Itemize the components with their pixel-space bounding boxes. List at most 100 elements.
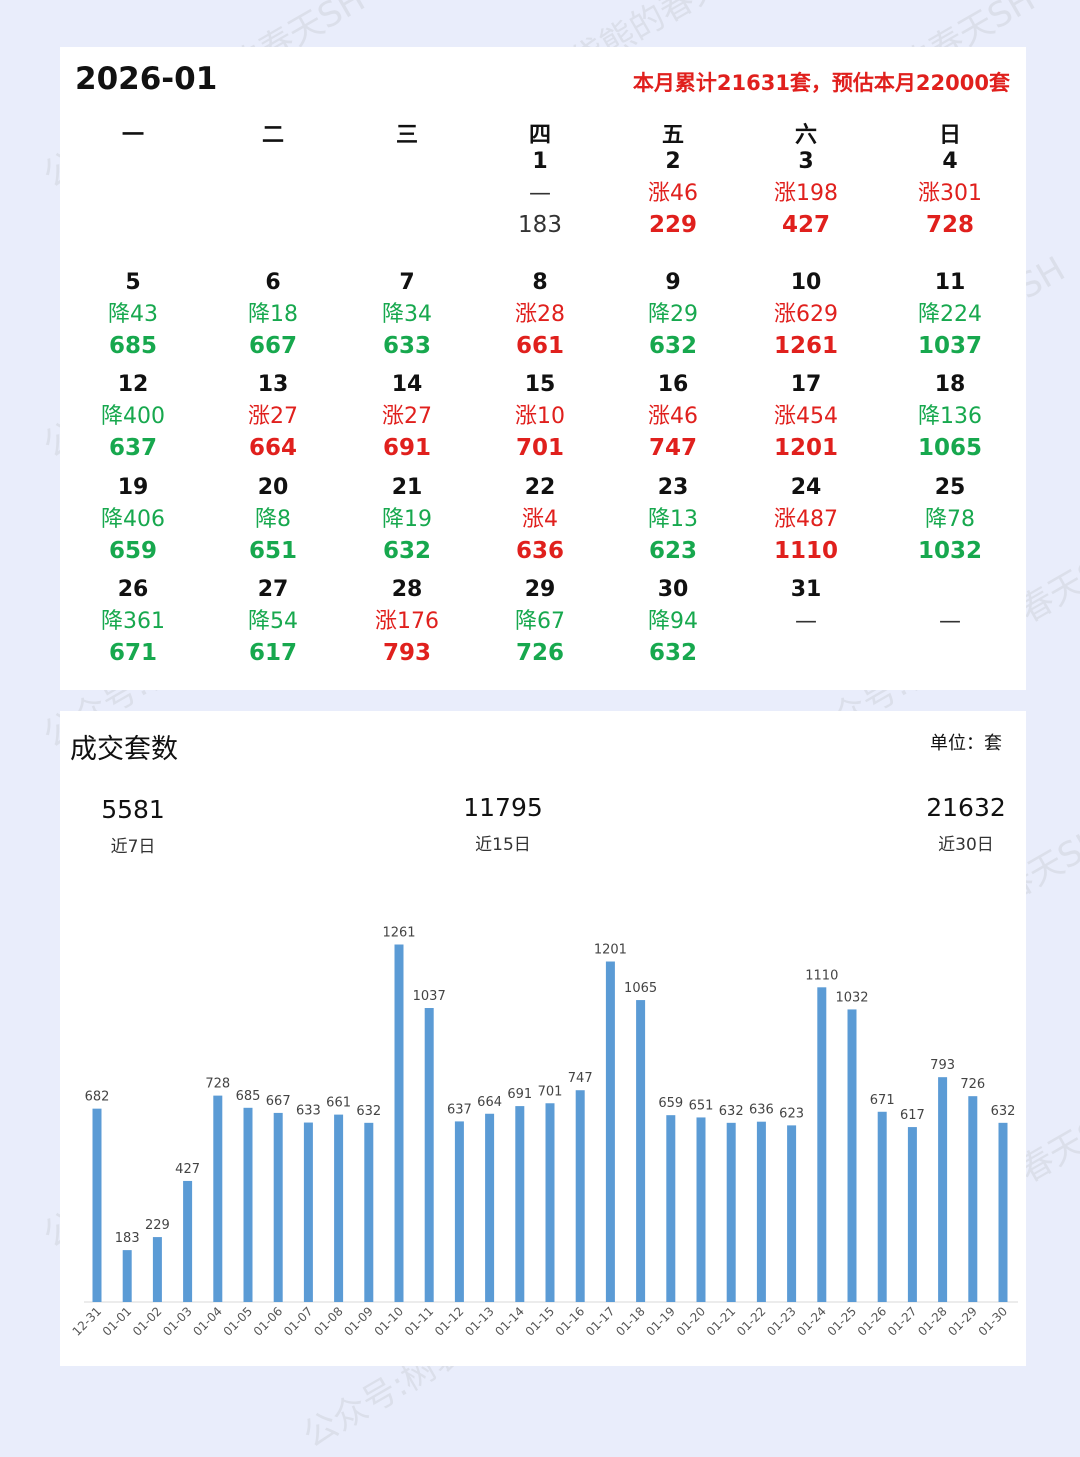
bar-value-label: 793 [930, 1058, 955, 1073]
day-volume: 183 [518, 212, 562, 238]
x-tick-label: 01-18 [613, 1304, 648, 1339]
stat-7-days-label: 近7日 [110, 837, 156, 857]
x-tick-label: 01-16 [553, 1304, 588, 1339]
bar-01-24 [817, 987, 827, 1302]
calendar-day-cell: 23 降13 623 [613, 477, 733, 564]
day-number: 13 [257, 372, 289, 397]
day-number: 21 [391, 475, 423, 500]
bar-01-13 [485, 1113, 495, 1302]
bar-value-label: 726 [960, 1077, 985, 1092]
day-change: 降67 [515, 609, 565, 634]
calendar-day-cell: 8 涨28 661 [480, 272, 600, 359]
x-tick-label: 01-13 [462, 1304, 497, 1339]
day-change: 降34 [382, 302, 432, 327]
calendar-day-cell: 2 涨46 229 [613, 151, 733, 238]
day-change: 涨301 [918, 181, 982, 206]
calendar-day-cell: 25 降78 1032 [890, 477, 1010, 564]
day-volume: 747 [648, 435, 697, 461]
calendar-day-cell: 17 涨454 1201 [746, 374, 866, 461]
day-change: 降361 [101, 609, 165, 634]
day-number: 9 [665, 270, 681, 295]
day-volume: 793 [382, 640, 431, 666]
day-change: 涨487 [774, 507, 838, 532]
day-change: — [795, 609, 817, 634]
day-change: 降136 [918, 404, 982, 429]
x-tick-label: 01-02 [130, 1304, 165, 1339]
bar-01-17 [605, 961, 615, 1302]
day-volume: 632 [382, 538, 431, 564]
day-volume: 1261 [773, 333, 838, 359]
calendar-day-cell: 30 降94 632 [613, 579, 733, 666]
bar-01-12 [454, 1121, 464, 1302]
x-tick-label: 01-08 [311, 1304, 346, 1339]
stat-30-days: 21632 近30日 [886, 793, 1046, 855]
chart-card: 成交套数 单位：套 5581 近7日 11795 近15日 21632 近30日… [60, 711, 1026, 1366]
day-change: 降13 [648, 507, 698, 532]
x-tick-label: 12-31 [70, 1304, 105, 1339]
weekday-label: 三 [395, 123, 418, 148]
day-volume: 1201 [773, 435, 838, 461]
day-number: 16 [657, 372, 689, 397]
day-volume: 1032 [917, 538, 982, 564]
day-change: 涨28 [515, 302, 565, 327]
bar-01-26 [877, 1111, 887, 1302]
bar-01-02 [152, 1237, 162, 1302]
bar-01-25 [847, 1009, 857, 1302]
x-tick-label: 01-23 [764, 1304, 799, 1339]
calendar-day-cell: 12 降400 637 [73, 374, 193, 461]
day-change: 涨4 [522, 507, 558, 532]
x-tick-label: 01-03 [160, 1304, 195, 1339]
weekday-label: 五 [661, 123, 684, 148]
calendar-month-title: 2026-01 [75, 61, 218, 97]
day-change: 涨46 [648, 404, 698, 429]
day-volume: 667 [248, 333, 297, 359]
day-volume: 664 [248, 435, 297, 461]
weekday-label: 四 [528, 123, 551, 148]
bar-01-28 [938, 1077, 948, 1302]
stat-30-days-value: 21632 [926, 793, 1006, 822]
day-number: 29 [524, 577, 556, 602]
bar-value-label: 685 [236, 1089, 261, 1104]
bar-value-label: 671 [870, 1093, 895, 1108]
day-number [890, 579, 1010, 603]
x-tick-label: 01-20 [674, 1304, 709, 1339]
bar-01-20 [696, 1117, 706, 1302]
weekday-label: 二 [261, 123, 284, 148]
bar-01-15 [545, 1103, 555, 1302]
bar-12-31 [92, 1108, 102, 1302]
day-volume: 1037 [917, 333, 982, 359]
calendar-day-cell: 24 涨487 1110 [746, 477, 866, 564]
bar-value-label: 617 [900, 1108, 925, 1123]
day-number: 26 [117, 577, 149, 602]
bar-value-label: 651 [689, 1098, 714, 1113]
x-tick-label: 01-14 [492, 1304, 527, 1339]
bar-01-29 [968, 1096, 978, 1302]
bar-01-27 [907, 1127, 917, 1302]
x-tick-label: 01-28 [915, 1304, 950, 1339]
day-number: 11 [934, 270, 966, 295]
bar-01-03 [183, 1180, 193, 1302]
stat-15-days: 11795 近15日 [423, 793, 583, 855]
day-number: 7 [399, 270, 415, 295]
day-change: 降29 [648, 302, 698, 327]
bar-01-06 [273, 1112, 283, 1302]
day-number: 30 [657, 577, 689, 602]
bar-value-label: 636 [749, 1103, 774, 1118]
day-change: 降78 [925, 507, 975, 532]
day-number: 23 [657, 475, 689, 500]
bar-value-label: 1032 [835, 990, 868, 1005]
calendar-day-cell: 6 降18 667 [213, 272, 333, 359]
x-tick-label: 01-15 [523, 1304, 558, 1339]
bar-01-21 [726, 1122, 736, 1302]
weekday-label: 一 [121, 123, 144, 148]
x-tick-label: 01-26 [855, 1304, 890, 1339]
bar-01-19 [666, 1115, 676, 1302]
weekday-label: 六 [794, 123, 817, 148]
bar-value-label: 183 [115, 1231, 140, 1246]
day-change: 涨629 [774, 302, 838, 327]
calendar-day-cell: 11 降224 1037 [890, 272, 1010, 359]
day-volume: 701 [515, 435, 564, 461]
stat-30-days-label: 近30日 [938, 835, 994, 855]
day-number: 8 [532, 270, 548, 295]
day-change: 涨10 [515, 404, 565, 429]
